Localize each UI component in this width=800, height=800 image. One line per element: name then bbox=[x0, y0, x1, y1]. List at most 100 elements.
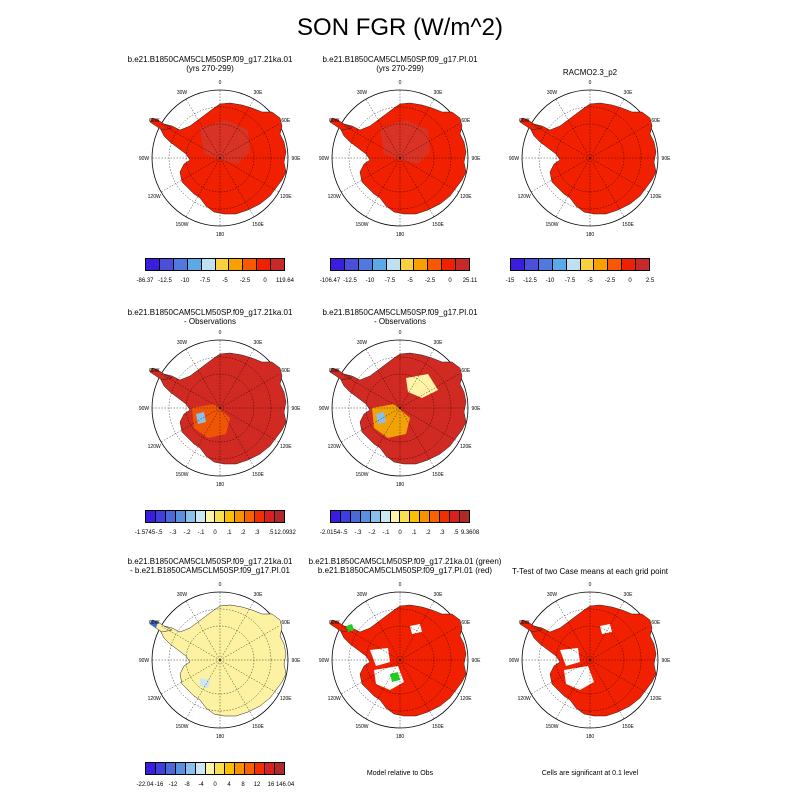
colorbar-swatch bbox=[229, 259, 244, 270]
meridian-line bbox=[399, 407, 459, 443]
longitude-label: 150E bbox=[622, 222, 634, 228]
colorbar-swatch bbox=[205, 763, 216, 774]
longitude-label: 120E bbox=[280, 194, 292, 200]
longitude-label: 120W bbox=[148, 444, 161, 450]
longitude-label: 30W bbox=[547, 592, 558, 598]
colorbar-swatch bbox=[450, 511, 460, 522]
meridian-line bbox=[399, 157, 435, 217]
longitude-label: 90E bbox=[662, 658, 672, 664]
colorbar-swatch bbox=[274, 763, 284, 774]
longitude-label: 120E bbox=[460, 696, 472, 702]
colorbar-tick-label: .3 bbox=[439, 530, 445, 536]
colorbar-tick-label: 0 bbox=[398, 530, 402, 536]
meridian-line bbox=[589, 157, 649, 193]
map-svg: 0 30E 60E 90E 120E 150E 180 150W 120W 90W 60W 30W bbox=[319, 80, 481, 238]
colorbar-tick-label: -86.37 bbox=[136, 278, 154, 284]
colorbar-swatch bbox=[459, 511, 469, 522]
colorbar-tick-label: -106.47 bbox=[319, 278, 341, 284]
colorbar-swatch bbox=[380, 511, 391, 522]
longitude-label: 60E bbox=[281, 368, 291, 374]
meridian-line bbox=[531, 625, 591, 661]
longitude-label: 60E bbox=[461, 620, 471, 626]
longitude-label: 180 bbox=[396, 482, 405, 488]
colorbar-swatch bbox=[274, 511, 284, 522]
colorbar-tick-label: -8 bbox=[184, 782, 190, 788]
colorbar-tick-label: -.5 bbox=[155, 530, 163, 536]
continent-layer bbox=[149, 352, 287, 465]
colorbar bbox=[145, 510, 285, 523]
longitude-label: 30W bbox=[547, 90, 558, 96]
longitude-label: 150E bbox=[252, 724, 264, 730]
longitude-label: 90W bbox=[319, 658, 330, 664]
longitude-label: 30W bbox=[177, 340, 188, 346]
meridian-line bbox=[589, 659, 649, 695]
antarctica-shape bbox=[339, 604, 467, 717]
meridian-line bbox=[219, 625, 279, 661]
antarctic-peninsula bbox=[149, 117, 173, 131]
longitude-label: 150W bbox=[175, 472, 188, 478]
colorbar-swatch bbox=[146, 763, 156, 774]
longitude-label: 120W bbox=[518, 194, 531, 200]
colorbar-tick-label: 2.5 bbox=[645, 278, 655, 284]
negative-anomaly-region bbox=[196, 412, 206, 424]
longitude-label: 120E bbox=[460, 194, 472, 200]
longitude-label: 120W bbox=[328, 444, 341, 450]
colorbar-tick-label: 0 bbox=[213, 782, 217, 788]
polar-map-pi-minus-obs: 0 30E 60E 90E 120E 150E 180 150W 120W 90W 60W 30W bbox=[310, 318, 490, 498]
continent-layer bbox=[149, 604, 287, 717]
longitude-label: 30W bbox=[177, 90, 188, 96]
panel-title: b.e21.B1850CAM5CLM50SP.f09_g17.21ka.01 (… bbox=[308, 557, 502, 575]
meridian-line bbox=[365, 99, 401, 159]
polar-map-racmo: 0 30E 60E 90E 120E 150E 180 150W 120W 90W 60W 30W bbox=[500, 68, 680, 248]
longitude-label: 90W bbox=[509, 658, 520, 664]
colorbar-swatch bbox=[358, 259, 373, 270]
longitude-label: 150W bbox=[545, 222, 558, 228]
colorbar-tick-label: -1.5745 bbox=[134, 530, 156, 536]
note-model-relative-obs: Model relative to Obs bbox=[366, 770, 434, 777]
colorbar bbox=[145, 258, 285, 271]
longitude-label: 150W bbox=[175, 724, 188, 730]
meridian-line bbox=[219, 659, 255, 719]
polar-map-pi: 0 30E 60E 90E 120E 150E 180 150W 120W 90W 60W 30W bbox=[310, 68, 490, 248]
colorbar-swatch bbox=[410, 511, 421, 522]
meridian-line bbox=[531, 123, 591, 159]
colorbar-tick-label: -.2 bbox=[183, 530, 191, 536]
polar-map-21ka-minus-obs: 0 30E 60E 90E 120E 150E 180 150W 120W 90W 60W 30W bbox=[130, 318, 310, 498]
colorbar-tick-label: 0 bbox=[263, 278, 267, 284]
meridian-line bbox=[341, 625, 401, 661]
colorbar-tick-label: 16 bbox=[267, 782, 275, 788]
longitude-label: 90E bbox=[472, 406, 482, 412]
meridian-line bbox=[589, 123, 649, 159]
not-significant-region bbox=[410, 624, 422, 634]
colorbar-tick-label: -.5 bbox=[340, 530, 348, 536]
panel-title: RACMO2.3_p2 bbox=[562, 68, 618, 77]
anomaly-region bbox=[192, 404, 230, 438]
meridian-line bbox=[399, 407, 435, 467]
longitude-label: 0 bbox=[399, 330, 402, 336]
continent-layer bbox=[329, 604, 467, 717]
polar-map-ttest: 0 30E 60E 90E 120E 150E 180 150W 120W 90W 60W 30W bbox=[500, 570, 680, 750]
longitude-label: 60W bbox=[329, 368, 340, 374]
colorbar-swatch bbox=[360, 511, 371, 522]
interior-darker-region bbox=[200, 120, 250, 164]
colorbar-tick-label: .1 bbox=[411, 530, 417, 536]
colorbar-tick-label: -4 bbox=[198, 782, 204, 788]
map-svg: 0 30E 60E 90E 120E 150E 180 150W 120W 90W 60W 30W bbox=[139, 330, 301, 488]
longitude-label: 60W bbox=[149, 620, 160, 626]
negative-anomaly-region bbox=[376, 412, 386, 424]
meridian-line bbox=[399, 349, 435, 409]
colorbar-tick-label: 0 bbox=[448, 278, 452, 284]
not-significant-region bbox=[600, 624, 612, 634]
colorbar bbox=[145, 762, 285, 775]
longitude-label: 120E bbox=[650, 696, 662, 702]
colorbar-swatch bbox=[428, 259, 443, 270]
longitude-label: 30E bbox=[434, 340, 444, 346]
colorbar-tick-label: -7.5 bbox=[384, 278, 396, 284]
meridian-line bbox=[531, 659, 591, 695]
colorbar-swatch bbox=[265, 511, 275, 522]
note-significance: Cells are significant at 0.1 level bbox=[541, 770, 639, 777]
not-significant-region bbox=[564, 666, 594, 690]
colorbar-swatch bbox=[331, 259, 345, 270]
meridian-line bbox=[219, 373, 279, 409]
longitude-label: 150E bbox=[432, 222, 444, 228]
